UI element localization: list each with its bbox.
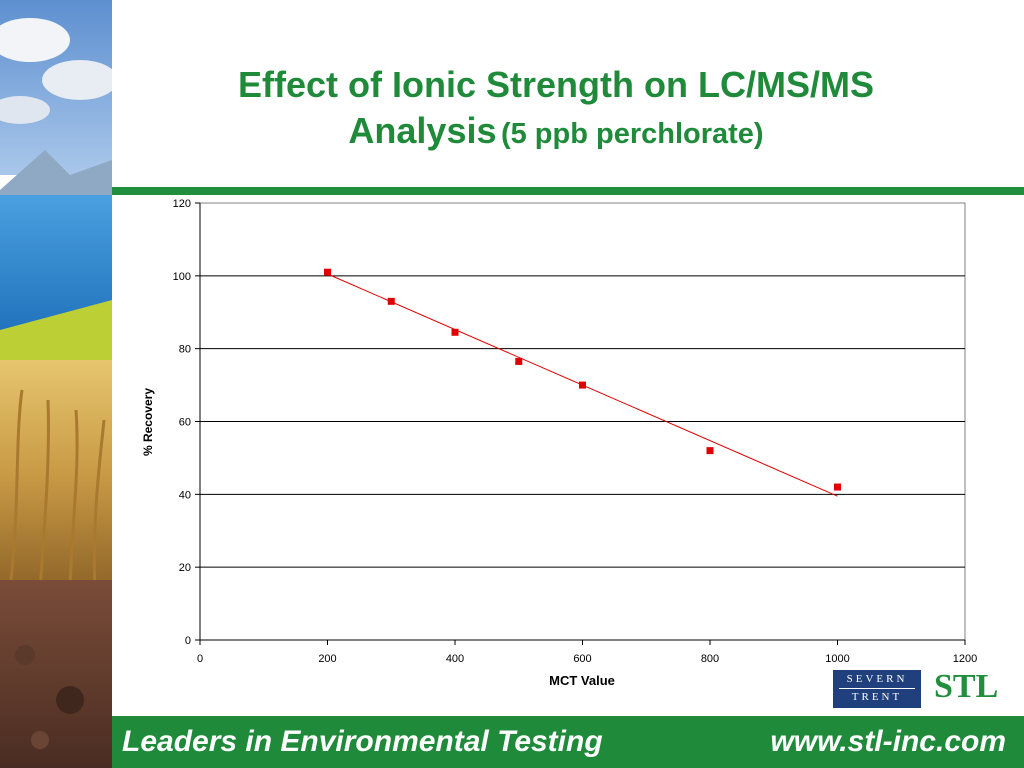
footer-tagline: Leaders in Environmental Testing xyxy=(122,725,603,758)
data-point xyxy=(387,297,395,305)
x-tick-label: 400 xyxy=(446,653,464,665)
x-tick-label: 200 xyxy=(318,653,336,665)
logo-divider xyxy=(839,688,915,689)
y-tick-label: 120 xyxy=(173,198,191,210)
y-tick-label: 60 xyxy=(179,417,191,429)
y-tick-label: 40 xyxy=(179,489,191,501)
footer-website: www.stl-inc.com xyxy=(770,725,1006,758)
logo-trent-text: TRENT xyxy=(851,691,903,703)
title-line-2: Analysis xyxy=(348,110,497,151)
x-tick-label: 1000 xyxy=(825,653,849,665)
slide-title: Effect of Ionic Strength on LC/MS/MS Ana… xyxy=(112,62,1000,154)
y-tick-label: 80 xyxy=(179,344,191,356)
x-tick-label: 0 xyxy=(197,653,203,665)
title-divider xyxy=(112,187,1024,195)
data-point xyxy=(451,328,459,336)
data-point xyxy=(579,381,586,389)
stl-logo: STL xyxy=(934,668,999,705)
data-point xyxy=(706,447,714,455)
y-axis-label: % Recovery xyxy=(141,388,155,456)
x-axis-label: MCT Value xyxy=(549,673,615,688)
severn-trent-logo: SEVERN TRENT xyxy=(833,670,921,708)
y-tick-label: 100 xyxy=(173,271,191,283)
title-subtitle: (5 ppb perchlorate) xyxy=(500,118,764,150)
title-line-1: Effect of Ionic Strength on LC/MS/MS xyxy=(238,64,874,105)
y-tick-label: 20 xyxy=(179,562,191,574)
x-tick-label: 800 xyxy=(701,653,719,665)
footer-bar: Leaders in Environmental Testing www.stl… xyxy=(112,716,1024,768)
side-photo-strip xyxy=(0,0,112,768)
data-point xyxy=(324,268,331,276)
y-tick-label: 0 xyxy=(185,635,191,647)
logo-severn-text: SEVERN xyxy=(846,673,908,685)
x-tick-label: 1200 xyxy=(953,653,977,665)
data-point xyxy=(515,357,523,365)
x-tick-label: 600 xyxy=(573,653,591,665)
data-point xyxy=(834,483,841,491)
